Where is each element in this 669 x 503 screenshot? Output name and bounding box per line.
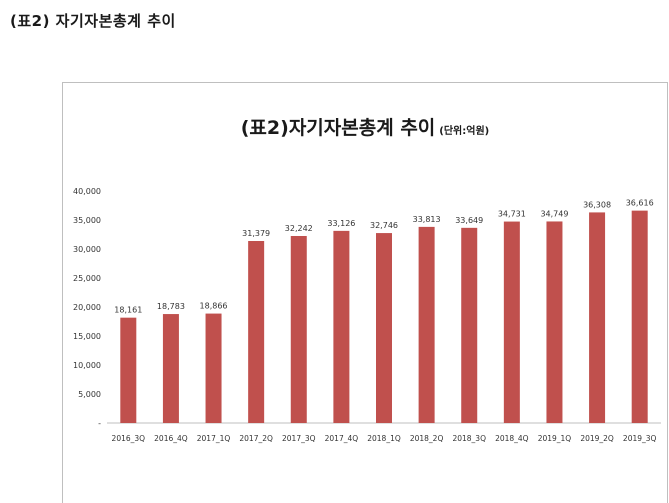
- bar-value-label: 18,161: [114, 306, 142, 315]
- chart-title: (표2)자기자본총계 추이: [240, 117, 436, 139]
- bar: [589, 212, 606, 423]
- bar: [162, 314, 179, 423]
- bar: [205, 313, 222, 423]
- bar-value-label: 18,783: [157, 302, 185, 311]
- bar-chart-plot: - 5,000 10,000 15,000 20,000 25,000 30,000 35,0…: [73, 187, 661, 443]
- x-category-label: 2017_3Q: [282, 434, 316, 443]
- bar: [376, 233, 392, 423]
- bar-value-label: 36,616: [626, 199, 654, 208]
- bar-value-label: 36,308: [583, 200, 611, 209]
- page-heading: (표2) 자기자본총계 추이: [10, 12, 176, 30]
- bar-value-label: 18,866: [200, 302, 228, 311]
- chart-unit-label: (단위:억원): [439, 126, 490, 137]
- x-category-label: 2018_3Q: [452, 434, 486, 443]
- bar: [290, 235, 307, 423]
- bar: [418, 226, 435, 423]
- x-category-label: 2016_4Q: [154, 434, 188, 443]
- y-tick-label: 10,000: [73, 361, 101, 370]
- bar-value-label: 34,749: [540, 209, 568, 218]
- bar-value-label: 33,649: [455, 216, 483, 225]
- chart-title-block: (표2)자기자본총계 추이 (단위:억원): [63, 113, 667, 140]
- y-tick-label: 35,000: [73, 216, 101, 225]
- y-tick-label: 20,000: [73, 303, 101, 312]
- bar-value-label: 32,242: [285, 224, 313, 233]
- y-tick-label: 15,000: [73, 332, 101, 341]
- bar: [631, 210, 648, 423]
- x-category-label: 2018_1Q: [367, 434, 401, 443]
- x-category-label: 2018_2Q: [410, 434, 444, 443]
- bar: [503, 221, 520, 423]
- bar-value-label: 34,731: [498, 210, 526, 219]
- y-tick-label: 5,000: [78, 390, 101, 399]
- y-tick-label: 30,000: [73, 245, 101, 254]
- x-category-label: 2019_3Q: [623, 434, 657, 443]
- x-category-label: 2017_1Q: [197, 434, 231, 443]
- x-category-label: 2019_1Q: [538, 434, 572, 443]
- x-category-label: 2019_2Q: [580, 434, 614, 443]
- y-tick-label: 25,000: [73, 274, 101, 283]
- bar: [120, 317, 137, 423]
- bar: [546, 221, 563, 423]
- x-category-label: 2017_4Q: [325, 434, 359, 443]
- bar-value-label: 33,126: [327, 219, 355, 228]
- x-category-label: 2018_4Q: [495, 434, 529, 443]
- x-category-label: 2017_2Q: [239, 434, 273, 443]
- bar-value-label: 32,746: [370, 221, 398, 230]
- x-category-label: 2016_3Q: [112, 434, 146, 443]
- bar: [333, 230, 350, 423]
- y-tick-label: -: [98, 419, 101, 428]
- y-tick-label: 40,000: [73, 187, 101, 196]
- bar-value-label: 33,813: [413, 215, 441, 224]
- bar: [461, 227, 478, 423]
- bar-value-label: 31,379: [242, 229, 270, 238]
- bar: [248, 241, 265, 423]
- chart-container: (표2)자기자본총계 추이 (단위:억원) - 5,000 10,000 15,000 2…: [62, 82, 668, 503]
